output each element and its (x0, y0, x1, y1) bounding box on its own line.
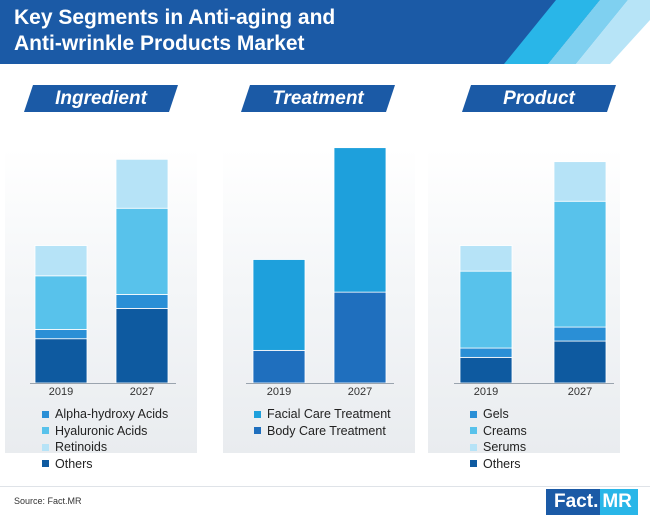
legend-item: Others (42, 456, 168, 473)
title-banner-graphic (0, 0, 650, 64)
legend-item: Alpha-hydroxy Acids (42, 406, 168, 423)
treatment-legend: Facial Care Treatment Body Care Treatmen… (254, 406, 391, 439)
legend-item: Retinoids (42, 439, 168, 456)
legend-label: Others (483, 456, 521, 471)
legend-swatch-serums (470, 443, 477, 451)
legend-label: Retinoids (55, 440, 108, 454)
ingredient-x-tick-label: 2019 (49, 386, 73, 398)
banner-stripe-1 (504, 0, 600, 64)
product-bar-2027-creams (553, 200, 607, 328)
product-bar-2019-others (459, 356, 513, 384)
treatment-bar-2019-facial-care-treatment (252, 259, 306, 351)
product-heading: Product (462, 85, 616, 112)
legend-item: Creams (470, 423, 527, 440)
legend-label: Others (55, 456, 93, 471)
product-bar-2027-others (553, 340, 607, 384)
product-bar-2019-serums (459, 245, 513, 272)
product-bar-2027-serums (553, 161, 607, 202)
legend-swatch-creams (470, 427, 477, 435)
legend-label: Facial Care Treatment (267, 407, 391, 421)
legend-swatch-gels (470, 410, 477, 418)
ingredient-bar-2019-alpha-hydroxy-acids (34, 329, 88, 340)
legend-item: Serums (470, 439, 527, 456)
treatment-heading: Treatment (241, 85, 395, 112)
ingredient-bar-2027-others (115, 308, 169, 384)
banner-stripe-2 (548, 0, 628, 64)
stacked-bar-charts: 2019 2027 2019 2027 2019 2027 (30, 147, 614, 398)
factmr-logo: Fact. MR (546, 489, 640, 515)
legend-item: Gels (470, 406, 527, 423)
ingredient-bar-2019-others (34, 338, 88, 384)
legend-label: Gels (483, 407, 509, 421)
legend-swatch-alpha-hydroxy (42, 410, 49, 418)
legend-item: Facial Care Treatment (254, 406, 391, 423)
legend-label: Serums (483, 440, 527, 454)
treatment-x-tick-label: 2027 (348, 386, 372, 398)
legend-swatch-retinoids (42, 443, 49, 451)
legend-label: Creams (483, 423, 527, 438)
logo-text-fact: Fact. (546, 489, 601, 515)
ingredient-bar-2027-retinoids (115, 158, 169, 209)
legend-swatch-others (42, 460, 49, 468)
product-bar-2027-gels (553, 326, 607, 342)
legend-item: Body Care Treatment (254, 423, 391, 440)
source-note: Source: Fact.MR (14, 496, 82, 506)
treatment-bar-2019-body-care-treatment (252, 349, 306, 384)
footer-divider (0, 486, 650, 487)
product-x-tick-label: 2027 (568, 386, 592, 398)
banner-background (0, 0, 600, 64)
legend-swatch-others (470, 460, 477, 468)
page-title-line-2: Anti-wrinkle Products Market (14, 32, 305, 55)
ingredient-heading: Ingredient (24, 85, 178, 112)
legend-item: Others (470, 456, 527, 473)
product-legend: Gels Creams Serums Others (470, 406, 527, 472)
treatment-bar-2027-facial-care-treatment (333, 147, 387, 293)
treatment-x-tick-label: 2019 (267, 386, 291, 398)
title-banner: Key Segments in Anti-aging and Anti-wrin… (0, 0, 650, 64)
ingredient-legend: Alpha-hydroxy Acids Hyaluronic Acids Ret… (42, 406, 168, 472)
legend-label: Body Care Treatment (267, 423, 386, 438)
legend-label: Alpha-hydroxy Acids (55, 407, 169, 421)
ingredient-x-tick-label: 2027 (130, 386, 154, 398)
ingredient-bar-2019-hyaluronic-acids (34, 275, 88, 330)
product-bar-2019-gels (459, 347, 513, 358)
legend-label: Hyaluronic Acids (55, 423, 148, 438)
legend-item: Hyaluronic Acids (42, 423, 168, 440)
ingredient-bar-2027-hyaluronic-acids (115, 207, 169, 295)
ingredient-bar-2019-retinoids (34, 245, 88, 277)
page-title-line-1: Key Segments in Anti-aging and (14, 6, 336, 29)
legend-swatch-facial-care (254, 410, 261, 418)
logo-text-mr: MR (600, 489, 638, 515)
treatment-bar-2027-body-care-treatment (333, 291, 387, 384)
ingredient-bar-2027-alpha-hydroxy-acids (115, 294, 169, 309)
product-bar-2019-creams (459, 270, 513, 349)
legend-swatch-hyaluronic (42, 427, 49, 435)
product-x-tick-label: 2019 (474, 386, 498, 398)
legend-swatch-body-care (254, 427, 261, 435)
banner-stripe-3 (576, 0, 650, 64)
